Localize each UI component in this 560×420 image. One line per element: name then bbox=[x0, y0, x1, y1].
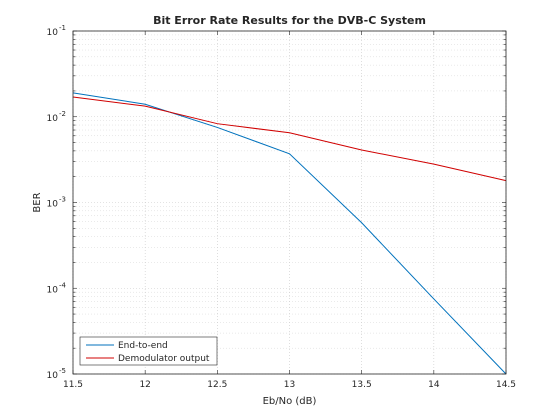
y-tick-label-exponent: -5 bbox=[59, 367, 66, 375]
series bbox=[72, 92, 507, 375]
x-tick-label: 13.5 bbox=[352, 380, 372, 390]
y-axis-label: BER bbox=[32, 192, 43, 212]
y-tick-label-base: 10 bbox=[47, 28, 59, 38]
chart-title: Bit Error Rate Results for the DVB-C Sys… bbox=[153, 14, 426, 27]
legend-box bbox=[79, 336, 218, 366]
y-tick-label-exponent: -3 bbox=[59, 196, 66, 204]
y-tick-label-base: 10 bbox=[47, 371, 59, 381]
y-tick-label-base: 10 bbox=[47, 200, 59, 210]
x-tick-label: 14 bbox=[428, 380, 440, 390]
y-tick-label-exponent: -2 bbox=[59, 110, 66, 118]
y-tick-label-base: 10 bbox=[47, 285, 59, 295]
ticks: 11.5 12 12.5 13 13.5 14 14.510-510-410-310-210… bbox=[47, 24, 516, 390]
legend: End-to-end Demodulator output bbox=[79, 336, 218, 366]
x-tick-label: 14.5 bbox=[496, 380, 516, 390]
series-line-demodulator-output bbox=[72, 96, 507, 182]
x-tick-label: 12.5 bbox=[207, 380, 227, 390]
y-tick-label-exponent: -1 bbox=[59, 24, 66, 32]
legend-label-end-to-end: End-to-end bbox=[118, 341, 168, 351]
x-tick-label: 13 bbox=[284, 380, 295, 390]
series-line-end-to-end bbox=[72, 92, 507, 375]
y-tick-label-base: 10 bbox=[47, 114, 59, 124]
legend-label-demodulator-output: Demodulator output bbox=[118, 354, 210, 364]
x-tick-label: 12 bbox=[139, 380, 150, 390]
x-tick-label: 11.5 bbox=[63, 380, 83, 390]
x-axis-label: Eb/No (dB) bbox=[263, 396, 317, 407]
y-tick-label-exponent: -4 bbox=[59, 281, 67, 289]
